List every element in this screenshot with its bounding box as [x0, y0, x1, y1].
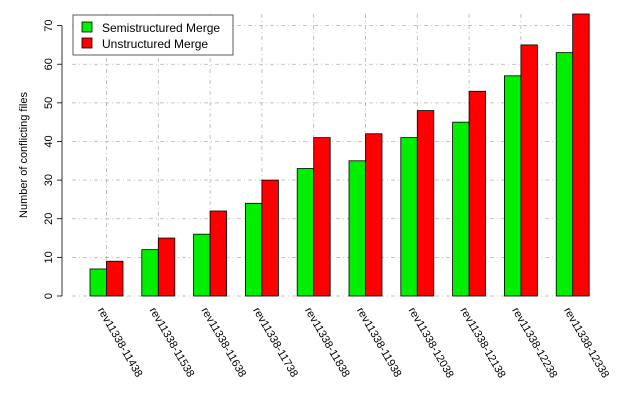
- bar: [468, 90, 487, 297]
- bar: [157, 237, 176, 297]
- x-tick-label: rev11338-12038: [406, 306, 456, 381]
- y-tick-label: 70: [43, 19, 55, 31]
- y-axis: 0 10 20 30 40 50 60 70: [43, 19, 63, 299]
- bar: [261, 179, 279, 297]
- bar: [520, 44, 538, 297]
- x-tick-label: rev11338-11538: [147, 306, 197, 380]
- y-tick-label: 0: [43, 293, 55, 299]
- bar: [365, 133, 383, 297]
- x-tick-label: rev11338-12238: [509, 306, 559, 381]
- bar: [141, 249, 159, 297]
- y-tick-label: 60: [43, 58, 55, 70]
- x-axis-labels: rev11338-11438 rev11338-11538 rev11338-116…: [95, 306, 611, 381]
- y-tick-label: 30: [43, 174, 55, 186]
- bar: [193, 233, 211, 297]
- bar: [416, 110, 435, 297]
- x-tick-label: rev11338-12138: [458, 306, 508, 381]
- bar: [452, 121, 470, 297]
- bar: [209, 210, 228, 297]
- bar: [555, 52, 574, 297]
- bars: [89, 13, 590, 297]
- bar: [106, 260, 124, 297]
- bar: [89, 268, 107, 297]
- legend-swatch-unstructured: [81, 37, 93, 49]
- x-tick-label: rev11338-11438: [95, 306, 145, 380]
- bar: [400, 137, 418, 297]
- bar: [348, 160, 366, 297]
- bar: [296, 168, 315, 297]
- bar: [572, 13, 590, 297]
- bar: [503, 75, 522, 297]
- legend-swatch-semistructured: [81, 21, 93, 33]
- x-tick-label: rev11338-11838: [302, 306, 352, 380]
- legend-label-unstructured: Unstructured Merge: [102, 37, 208, 51]
- bar: [313, 137, 331, 297]
- x-tick-label: rev11338-12338: [561, 306, 611, 381]
- x-tick-label: rev11338-11638: [199, 306, 249, 380]
- bar: [244, 202, 263, 297]
- y-tick-label: 20: [43, 213, 55, 225]
- y-tick-label: 40: [43, 135, 55, 147]
- legend-label-semistructured: Semistructured Merge: [102, 21, 220, 35]
- y-tick-label: 50: [43, 97, 55, 109]
- x-tick-label: rev11338-11738: [250, 306, 300, 380]
- y-axis-title: Number of conflicting files: [18, 92, 30, 218]
- y-tick-label: 10: [43, 251, 55, 263]
- x-tick-label: rev11338-11938: [354, 306, 404, 380]
- legend: Semistructured Merge Unstructured Merge: [72, 14, 234, 56]
- legend-box: [72, 14, 234, 56]
